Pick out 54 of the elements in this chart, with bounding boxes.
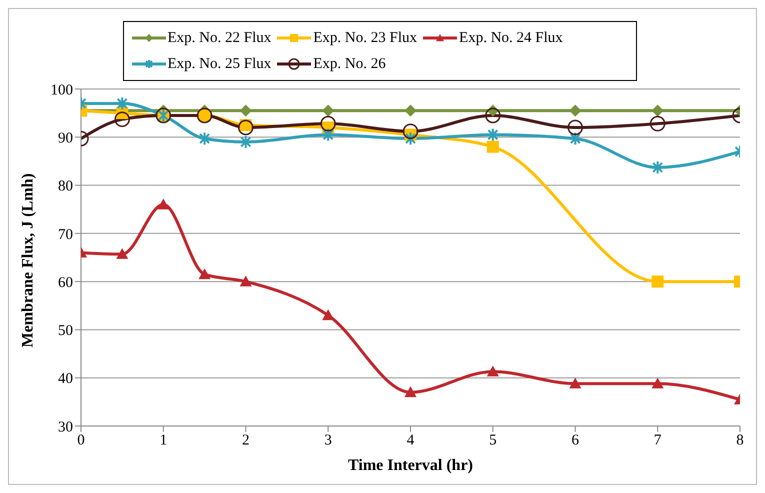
- legend-label: Exp. No. 24 Flux: [459, 30, 563, 46]
- point: [485, 108, 501, 124]
- point: [199, 132, 210, 146]
- point: [652, 276, 664, 288]
- y-axis-title: Membrane Flux, J (Lmh): [20, 173, 37, 348]
- point: [650, 116, 666, 132]
- point: [570, 132, 581, 146]
- x-tick-label: 2: [242, 432, 250, 449]
- point: [405, 132, 416, 146]
- point: [486, 140, 499, 153]
- y-tick-label: 80: [58, 178, 73, 195]
- point: [238, 120, 254, 136]
- point: [569, 378, 582, 388]
- point: [322, 104, 334, 117]
- point: [404, 386, 416, 398]
- legend-label: Exp. No. 26: [313, 56, 386, 72]
- point: [320, 116, 336, 132]
- legend-label: Exp. No. 23 Flux: [313, 30, 418, 46]
- point: [240, 134, 252, 149]
- point: [114, 112, 130, 128]
- point: [404, 104, 416, 117]
- point: [487, 128, 498, 142]
- legend-label: Exp. No. 22 Flux: [168, 30, 272, 46]
- point: [568, 120, 583, 136]
- point: [116, 248, 128, 259]
- point: [322, 128, 334, 142]
- point: [652, 160, 664, 174]
- point: [486, 366, 499, 376]
- point: [240, 276, 252, 286]
- y-tick-label: 60: [58, 274, 73, 291]
- y-tick-label: 100: [50, 82, 73, 98]
- y-tick-label: 90: [58, 130, 73, 146]
- legend-label: Exp. No. 25 Flux: [168, 56, 272, 72]
- x-tick-label: 1: [160, 432, 168, 449]
- point: [652, 378, 664, 388]
- y-tick-label: 50: [58, 323, 73, 340]
- point: [198, 268, 211, 280]
- point: [569, 104, 582, 117]
- x-tick-label: 8: [736, 432, 744, 449]
- x-tick-label: 7: [654, 432, 662, 449]
- point: [652, 104, 664, 117]
- x-tick-label: 4: [406, 432, 415, 449]
- x-tick-label: 3: [324, 432, 332, 449]
- y-tick-label: 40: [58, 371, 73, 388]
- point: [402, 124, 418, 140]
- point: [240, 104, 252, 117]
- x-axis-title: Time Interval (hr): [348, 457, 474, 474]
- y-tick-label: 30: [58, 419, 73, 436]
- x-tick-label: 5: [489, 432, 497, 449]
- point: [157, 198, 170, 210]
- x-tick-label: 0: [77, 432, 85, 449]
- point: [116, 96, 128, 110]
- y-tick-label: 70: [58, 226, 73, 243]
- x-tick-label: 6: [572, 432, 580, 449]
